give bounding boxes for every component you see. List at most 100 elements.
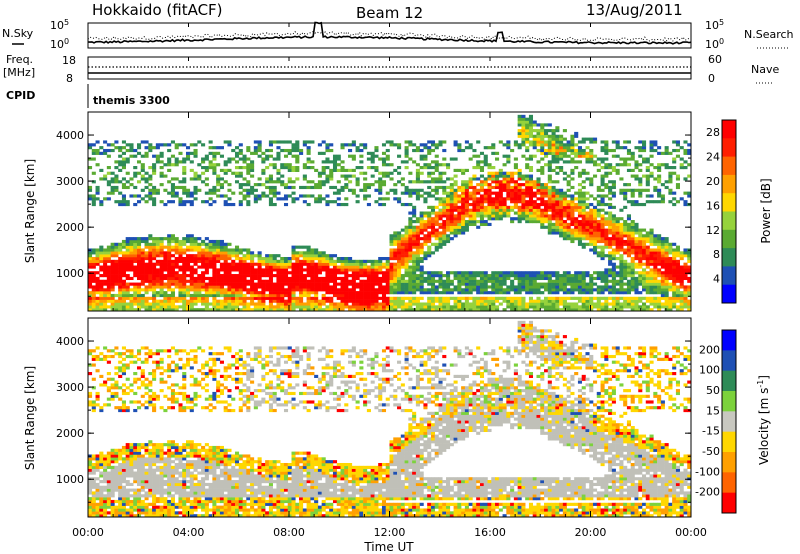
power-cell bbox=[472, 308, 477, 312]
power-cell bbox=[321, 251, 326, 255]
power-cell bbox=[355, 276, 360, 281]
power-cell bbox=[397, 154, 402, 158]
power-cell bbox=[257, 194, 262, 198]
power-cell bbox=[525, 146, 530, 150]
power-cell bbox=[325, 157, 330, 161]
power-cell bbox=[649, 274, 654, 278]
power-cell bbox=[223, 251, 228, 255]
power-cell bbox=[265, 180, 270, 184]
power-cell bbox=[630, 271, 635, 275]
power-cell bbox=[212, 265, 217, 269]
nave-tick-top: 60 bbox=[708, 53, 722, 66]
power-cell bbox=[660, 293, 665, 298]
beam-title: Beam 12 bbox=[356, 4, 423, 22]
power-cell bbox=[427, 251, 432, 255]
power-cell bbox=[385, 157, 390, 161]
power-cell bbox=[540, 200, 545, 204]
power-cell bbox=[121, 197, 126, 201]
power-cell bbox=[657, 299, 662, 303]
power-cell bbox=[95, 285, 100, 289]
power-cell bbox=[634, 228, 639, 232]
power-cell bbox=[517, 146, 522, 150]
power-cell bbox=[174, 282, 179, 286]
power-cell bbox=[325, 308, 330, 312]
power-cell bbox=[634, 305, 639, 309]
power-cell bbox=[152, 237, 157, 241]
power-cell bbox=[174, 157, 179, 161]
power-cell bbox=[438, 282, 443, 286]
power-cell bbox=[197, 259, 202, 263]
power-cell bbox=[121, 140, 126, 144]
power-cell bbox=[348, 262, 353, 266]
power-cell bbox=[114, 245, 119, 249]
power-cell bbox=[189, 288, 194, 292]
power-cell bbox=[348, 154, 353, 158]
power-cell bbox=[366, 268, 371, 272]
power-cell bbox=[193, 259, 198, 263]
power-cell bbox=[355, 302, 360, 306]
power-cell bbox=[99, 291, 104, 295]
power-cell bbox=[276, 288, 281, 292]
power-cell bbox=[201, 160, 206, 164]
power-cell bbox=[415, 180, 420, 184]
power-cell bbox=[246, 180, 251, 184]
power-cell bbox=[408, 242, 413, 246]
power-cell bbox=[423, 197, 428, 201]
power-cell bbox=[570, 160, 575, 164]
power-cell bbox=[204, 200, 209, 204]
power-cell bbox=[332, 259, 338, 263]
power-cell bbox=[189, 245, 194, 249]
power-cell bbox=[442, 200, 447, 204]
power-cell bbox=[118, 146, 123, 150]
power-cell bbox=[378, 188, 383, 192]
power-cell bbox=[415, 251, 420, 255]
power-cell bbox=[638, 146, 643, 150]
power-cell bbox=[306, 202, 311, 207]
power-cell bbox=[438, 274, 443, 278]
power-cell bbox=[525, 291, 530, 295]
power-cell bbox=[517, 282, 522, 286]
power-cell bbox=[404, 234, 409, 238]
power-cell bbox=[325, 200, 330, 204]
power-cell bbox=[261, 151, 266, 155]
power-cell bbox=[250, 276, 255, 281]
power-cell bbox=[340, 308, 345, 312]
power-cell bbox=[547, 137, 552, 141]
power-cell bbox=[185, 291, 191, 295]
power-cell bbox=[457, 197, 462, 201]
power-cell bbox=[276, 305, 281, 309]
power-cell bbox=[227, 271, 232, 275]
power-cell bbox=[570, 197, 575, 201]
power-cell bbox=[675, 308, 680, 312]
power-cell bbox=[562, 148, 567, 153]
power-cell bbox=[344, 265, 349, 269]
power-cell bbox=[306, 274, 311, 278]
power-cell bbox=[197, 254, 202, 258]
power-cell bbox=[544, 185, 549, 190]
power-cell bbox=[351, 265, 356, 269]
power-cell bbox=[148, 197, 153, 201]
power-cell bbox=[453, 225, 458, 229]
power-cell bbox=[528, 123, 534, 127]
power-cell bbox=[430, 291, 436, 295]
power-cell bbox=[351, 279, 356, 283]
power-cell bbox=[510, 148, 515, 153]
power-cell bbox=[408, 282, 413, 286]
power-cell bbox=[332, 157, 338, 161]
power-cell bbox=[438, 171, 443, 175]
power-cell bbox=[370, 265, 375, 269]
power-cell bbox=[314, 251, 319, 255]
power-cell bbox=[521, 140, 526, 144]
power-cell bbox=[152, 296, 157, 300]
power-cell bbox=[114, 251, 119, 255]
power-cell bbox=[464, 180, 469, 184]
power-cell bbox=[133, 291, 138, 295]
power-cell bbox=[185, 200, 191, 204]
power-cell bbox=[408, 228, 413, 232]
power-cell bbox=[472, 285, 477, 289]
power-cell bbox=[88, 291, 93, 295]
power-cell bbox=[317, 183, 322, 187]
power-cell bbox=[351, 302, 356, 306]
power-cell bbox=[551, 188, 556, 192]
power-cell bbox=[483, 183, 488, 187]
